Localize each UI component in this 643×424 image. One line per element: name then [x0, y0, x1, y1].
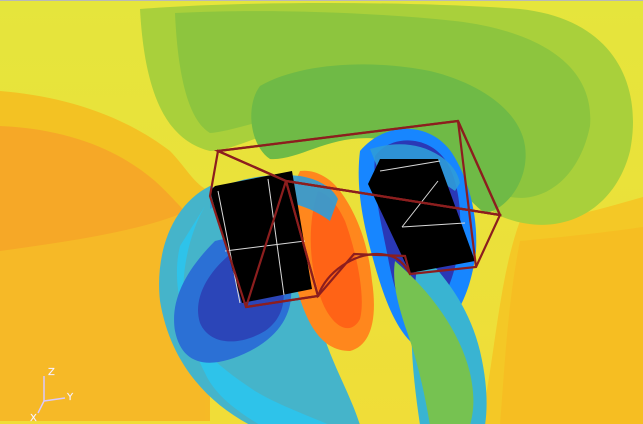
middle-jet-red-core [310, 191, 362, 329]
wireframe-right-top-edge [456, 120, 502, 216]
wireframe-right-edge [456, 120, 478, 268]
y-axis-label: Y [66, 392, 74, 403]
wireframe-back-edge [217, 119, 459, 153]
domain-wireframe [208, 119, 502, 309]
x-axis-line [37, 400, 45, 414]
wireframe-bottom-left-edge [245, 294, 319, 309]
left-wake-cyan-band [177, 206, 328, 424]
right-lower-zone-inner [500, 227, 643, 424]
right-block-cross-line [401, 222, 466, 228]
left-obstacle-block [210, 171, 312, 303]
wireframe-front-face [284, 179, 502, 299]
axis-triad: Z Y X [30, 367, 74, 424]
left-block-center-line [267, 178, 285, 296]
z-axis-label: Z [48, 367, 55, 378]
y-axis-line [43, 397, 66, 402]
right-block-top-line [379, 160, 441, 172]
wireframe-front-top-edge [285, 179, 501, 217]
left-orange-lower-zone [0, 201, 210, 421]
left-block-edge-line [217, 190, 241, 304]
wireframe-back-diagonal [244, 180, 288, 308]
wireframe-top-left-edge [217, 149, 287, 183]
right-block-diagonal-line [401, 180, 439, 228]
right-wake-green [394, 261, 474, 424]
wireframe-arc-edge [316, 252, 411, 297]
x-axis-label: X [30, 413, 37, 424]
right-obstacle-block [368, 159, 475, 273]
